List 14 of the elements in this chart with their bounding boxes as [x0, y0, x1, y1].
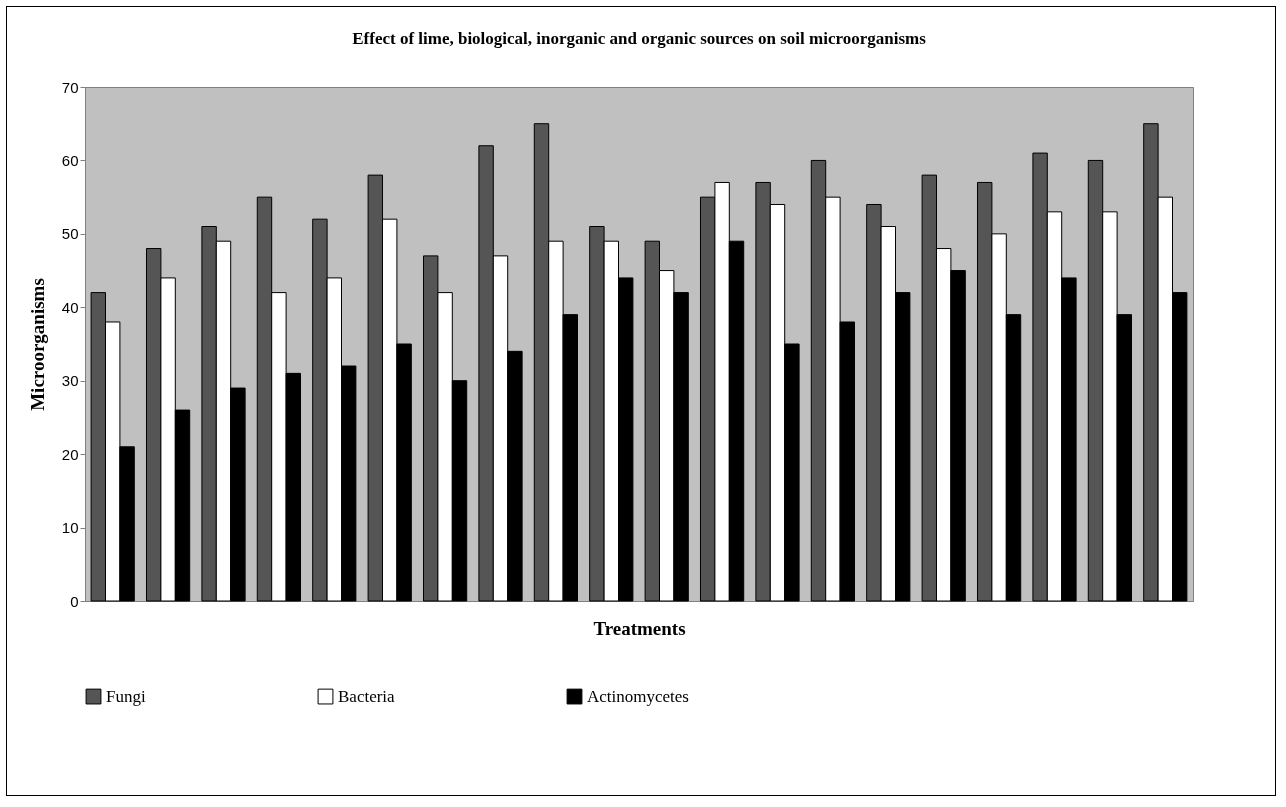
legend-label: Bacteria	[338, 686, 396, 706]
y-tick-label: 40	[61, 298, 79, 316]
y-tick-label: 0	[70, 592, 79, 610]
y-tick-label: 60	[61, 151, 79, 169]
legend-label: Actinomycetes	[587, 686, 689, 706]
y-tick-label: 50	[61, 225, 79, 243]
y-tick-label: 10	[61, 519, 79, 537]
y-tick-label: 30	[61, 372, 79, 390]
chart-title: Effect of lime, biological, inorganic and organic sources on soil microorganisms	[352, 29, 927, 48]
y-axis-title: Microorganisms	[26, 278, 48, 411]
y-tick-label: 70	[61, 78, 79, 96]
legend-label: Fungi	[106, 686, 146, 706]
y-tick-label: 20	[61, 445, 79, 463]
x-axis-title: Treatments	[593, 617, 686, 639]
